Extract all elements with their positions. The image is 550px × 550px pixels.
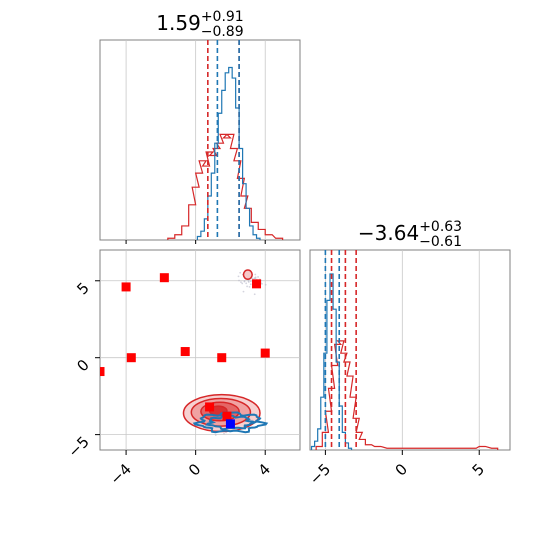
marginal-x-quantile-lines	[207, 40, 240, 240]
x-tick-label: 0	[392, 460, 411, 479]
red-square-marker	[159, 273, 169, 283]
marginal-y-frame	[309, 249, 511, 451]
sample-point	[238, 279, 240, 282]
y-tick-label: 0	[73, 356, 92, 375]
sample-point	[249, 280, 252, 283]
title-value: −3.64	[358, 221, 419, 245]
red-square-marker	[205, 402, 215, 412]
sample-point	[240, 281, 242, 284]
marginal-histogram-x: 1.59+0.91 −0.89	[99, 9, 301, 244]
y-tick-label: 5	[73, 279, 92, 298]
joint-panel: −4 0 4 −5 0 5	[64, 249, 301, 489]
sample-point	[243, 279, 246, 282]
sample-point	[248, 285, 251, 288]
sample-point	[257, 276, 259, 278]
red-square-marker	[222, 411, 232, 421]
marginal-x-ticks	[125, 240, 266, 244]
title-minus: −0.61	[419, 234, 462, 250]
marginal-x-title: 1.59+0.91 −0.89	[156, 9, 243, 40]
histogram-step	[167, 133, 284, 240]
marginal-x-grid	[125, 40, 266, 240]
red-square-marker	[217, 353, 227, 363]
sample-point	[245, 282, 248, 285]
title-minus: −0.89	[201, 24, 244, 40]
title-value: 1.59	[156, 11, 201, 35]
joint-red-contours	[182, 269, 261, 433]
marginal-y-grid	[324, 250, 480, 450]
x-tick-label: −4	[107, 460, 135, 488]
sample-point	[223, 432, 225, 435]
sample-point	[237, 275, 240, 278]
marginal-histogram-y: −3.64+0.63 −0.61 −5 0 5	[306, 219, 511, 488]
sample-point	[241, 282, 244, 285]
sample-point	[254, 273, 257, 276]
sample-point	[247, 281, 250, 283]
red-square-marker	[260, 348, 270, 358]
sample-point	[254, 277, 257, 280]
red-square-marker	[126, 353, 136, 363]
sample-point	[264, 283, 267, 286]
y-tick-label: −5	[64, 433, 92, 461]
marginal-y-title: −3.64+0.63 −0.61	[358, 219, 462, 250]
red-square-marker	[180, 347, 190, 357]
sample-point	[253, 293, 256, 296]
marginal-y-quantile-lines	[324, 250, 357, 450]
histogram-step	[315, 340, 499, 450]
title-plus: +0.91	[201, 9, 244, 25]
title-plus: +0.63	[419, 219, 462, 235]
x-tick-label: 5	[469, 460, 488, 479]
x-tick-label: −5	[306, 460, 334, 488]
marginal-y-ticks: −5 0 5	[306, 450, 488, 488]
joint-frame	[99, 249, 301, 451]
red-square-marker	[100, 367, 105, 377]
joint-ticks: −4 0 4 −5 0 5	[64, 279, 274, 489]
blue-square-marker	[225, 419, 235, 429]
marginal-x-frame	[99, 39, 301, 241]
marginal-x-histograms	[167, 66, 284, 240]
red-square-marker	[252, 279, 262, 289]
x-tick-label: 0	[185, 460, 204, 479]
sample-point	[249, 283, 252, 286]
joint-blue-contours	[192, 411, 269, 434]
histogram-step	[196, 66, 261, 240]
x-tick-label: 4	[255, 460, 274, 479]
red-contour-island	[242, 269, 253, 280]
sample-point	[261, 282, 263, 285]
joint-markers	[100, 273, 270, 429]
blue-contour-level	[205, 414, 258, 431]
sample-point	[246, 285, 249, 288]
red-square-marker	[121, 282, 131, 292]
sample-point	[239, 271, 242, 274]
sample-point	[242, 290, 245, 293]
sample-point	[214, 434, 217, 436]
